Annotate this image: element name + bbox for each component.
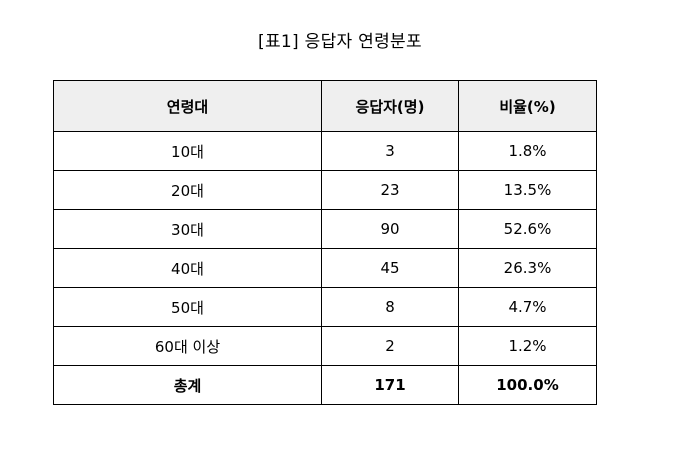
cell-ratio: 13.5% [458, 170, 597, 210]
cell-age-group: 50대 [53, 287, 322, 327]
table-total-row: 총계 171 100.0% [53, 365, 597, 405]
cell-respondents: 90 [321, 209, 459, 249]
cell-respondents: 45 [321, 248, 459, 288]
cell-respondents: 23 [321, 170, 459, 210]
cell-ratio: 26.3% [458, 248, 597, 288]
cell-respondents: 8 [321, 287, 459, 327]
table-row: 40대 45 26.3% [53, 248, 597, 288]
cell-ratio: 1.8% [458, 131, 597, 171]
table-row: 10대 3 1.8% [53, 131, 597, 171]
cell-total-label: 총계 [53, 365, 322, 405]
cell-respondents: 3 [321, 131, 459, 171]
table-header-row: 연령대 응답자(명) 비율(%) [53, 80, 597, 132]
cell-total-ratio: 100.0% [458, 365, 597, 405]
cell-ratio: 1.2% [458, 326, 597, 366]
header-respondents: 응답자(명) [321, 80, 459, 132]
cell-age-group: 30대 [53, 209, 322, 249]
cell-ratio: 52.6% [458, 209, 597, 249]
table-row: 50대 8 4.7% [53, 287, 597, 327]
cell-total-respondents: 171 [321, 365, 459, 405]
cell-age-group: 60대 이상 [53, 326, 322, 366]
cell-age-group: 10대 [53, 131, 322, 171]
header-ratio: 비율(%) [458, 80, 597, 132]
cell-respondents: 2 [321, 326, 459, 366]
age-distribution-table: 연령대 응답자(명) 비율(%) 10대 3 1.8% 20대 23 13.5%… [53, 80, 597, 405]
table-caption: [표1] 응답자 연령분포 [258, 32, 422, 52]
cell-age-group: 40대 [53, 248, 322, 288]
header-age-group: 연령대 [53, 80, 322, 132]
table-row: 30대 90 52.6% [53, 209, 597, 249]
cell-age-group: 20대 [53, 170, 322, 210]
cell-ratio: 4.7% [458, 287, 597, 327]
table-row: 20대 23 13.5% [53, 170, 597, 210]
table-row: 60대 이상 2 1.2% [53, 326, 597, 366]
